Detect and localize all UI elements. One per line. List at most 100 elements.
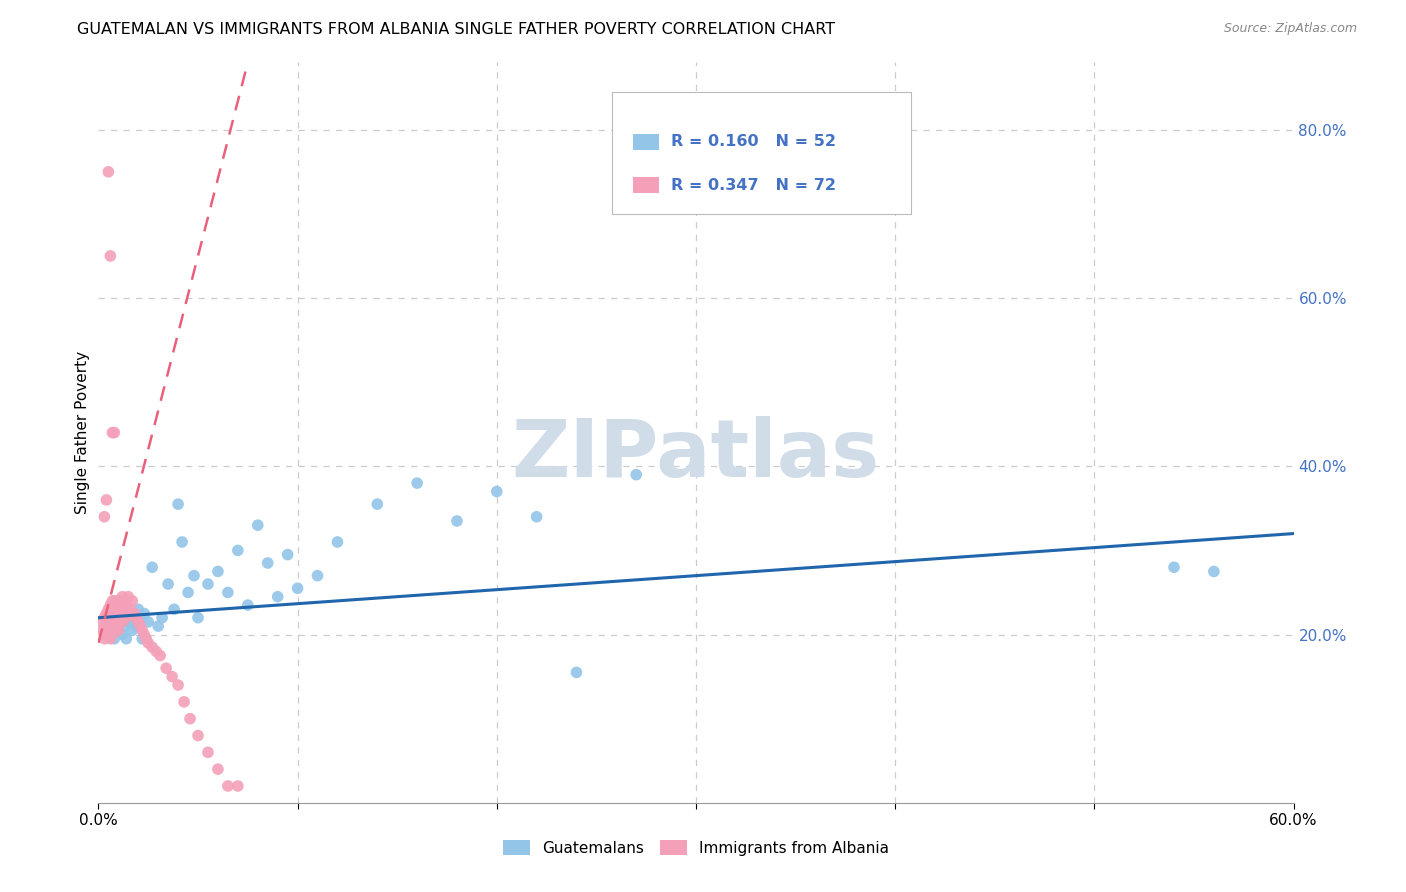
Point <box>172 535 194 549</box>
Point <box>163 602 186 616</box>
Point <box>177 585 200 599</box>
Point <box>110 598 132 612</box>
Point <box>101 610 124 624</box>
Point <box>107 607 129 621</box>
Point <box>149 648 172 663</box>
Point <box>98 624 122 638</box>
Y-axis label: Single Father Poverty: Single Father Poverty <box>75 351 90 514</box>
Bar <box>633 134 659 150</box>
Point <box>197 577 219 591</box>
Point <box>97 615 120 629</box>
Point <box>129 615 152 629</box>
Point <box>135 632 157 646</box>
Point <box>446 514 468 528</box>
Point <box>141 640 163 655</box>
Point <box>226 543 249 558</box>
Point <box>112 594 135 608</box>
Point <box>131 632 153 646</box>
Point <box>101 425 124 440</box>
Point <box>207 565 229 579</box>
Point <box>110 610 132 624</box>
Point <box>267 590 290 604</box>
Point <box>91 624 114 638</box>
Point <box>183 568 205 582</box>
Point <box>145 644 167 658</box>
Point <box>97 615 120 629</box>
Point <box>107 624 129 638</box>
Point <box>93 627 115 641</box>
Text: GUATEMALAN VS IMMIGRANTS FROM ALBANIA SINGLE FATHER POVERTY CORRELATION CHART: GUATEMALAN VS IMMIGRANTS FROM ALBANIA SI… <box>77 22 835 37</box>
Point <box>197 745 219 759</box>
Point <box>112 619 135 633</box>
Point <box>134 607 156 621</box>
Point <box>111 590 134 604</box>
Point <box>96 615 118 629</box>
Point <box>1163 560 1185 574</box>
Point <box>121 624 143 638</box>
FancyBboxPatch shape <box>613 92 911 214</box>
Point <box>105 610 128 624</box>
Point <box>112 607 135 621</box>
Point <box>91 615 114 629</box>
Point <box>141 560 163 574</box>
Point <box>115 598 138 612</box>
Point <box>117 590 139 604</box>
Text: Source: ZipAtlas.com: Source: ZipAtlas.com <box>1223 22 1357 36</box>
Point <box>103 632 125 646</box>
Point <box>217 779 239 793</box>
Point <box>256 556 278 570</box>
Point <box>107 607 129 621</box>
Point <box>107 624 129 638</box>
Point <box>115 610 138 624</box>
Point <box>287 581 309 595</box>
Point <box>103 607 125 621</box>
Point <box>277 548 299 562</box>
Point <box>124 607 146 621</box>
Point <box>93 632 115 646</box>
Point <box>103 425 125 440</box>
Point <box>97 627 120 641</box>
Point <box>157 577 180 591</box>
Point <box>115 632 138 646</box>
Point <box>246 518 269 533</box>
Point <box>173 695 195 709</box>
Point <box>96 607 118 621</box>
Point <box>98 607 122 621</box>
Point <box>117 607 139 621</box>
Point <box>97 610 120 624</box>
Point <box>105 598 128 612</box>
Point <box>226 779 249 793</box>
Point <box>98 615 122 629</box>
Point <box>160 670 183 684</box>
Point <box>127 615 149 629</box>
Point <box>326 535 349 549</box>
Point <box>167 497 190 511</box>
Point <box>127 602 149 616</box>
Point <box>129 619 152 633</box>
Point <box>107 615 129 629</box>
Point <box>626 467 648 482</box>
Point <box>111 615 134 629</box>
Point <box>96 619 118 633</box>
Point <box>124 607 146 621</box>
Point <box>125 610 148 624</box>
Point <box>485 484 508 499</box>
Text: R = 0.160   N = 52: R = 0.160 N = 52 <box>671 134 837 149</box>
Point <box>117 610 139 624</box>
Point <box>136 615 159 629</box>
Point <box>134 627 156 641</box>
Bar <box>633 178 659 194</box>
Text: ZIPatlas: ZIPatlas <box>512 416 880 494</box>
Point <box>179 712 201 726</box>
Point <box>103 615 125 629</box>
Point <box>148 619 170 633</box>
Point <box>96 492 118 507</box>
Point <box>103 594 125 608</box>
Point <box>105 610 128 624</box>
Point <box>107 594 129 608</box>
Point <box>93 610 115 624</box>
Point <box>187 729 209 743</box>
Point <box>187 610 209 624</box>
Point <box>101 594 124 608</box>
Point <box>526 509 548 524</box>
